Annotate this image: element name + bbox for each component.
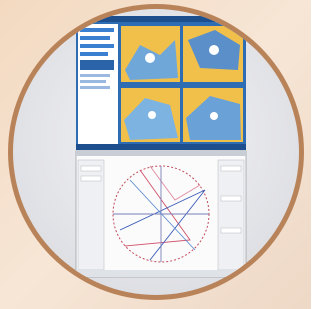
sidebar-item: [80, 52, 108, 56]
sidebar-item: [80, 36, 110, 40]
sidebar-item: [80, 60, 114, 70]
field: [221, 228, 241, 233]
sidebar-item: [80, 28, 114, 32]
scene: [0, 0, 311, 309]
sidebar-item: [80, 74, 110, 77]
sidebar: [78, 24, 118, 146]
sidebar-item: [80, 80, 106, 83]
sidebar-item: [80, 44, 114, 48]
panel-detail: [145, 53, 155, 63]
field: [221, 196, 241, 201]
field: [81, 166, 101, 171]
page: [0, 0, 311, 309]
screens: [76, 16, 246, 277]
bottom-bar: [76, 270, 246, 277]
sidebar-item: [80, 86, 110, 89]
right-panel: [218, 160, 244, 270]
panel-detail: [210, 112, 218, 120]
panel-detail: [148, 111, 156, 119]
panel-detail: [209, 45, 219, 55]
field: [221, 166, 241, 171]
status-bar: [76, 144, 246, 150]
toolbar: [76, 151, 246, 156]
field: [81, 176, 101, 181]
